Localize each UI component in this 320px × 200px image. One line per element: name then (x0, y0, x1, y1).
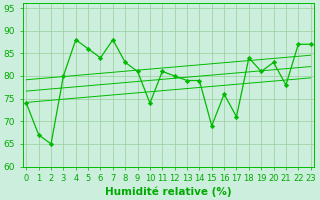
X-axis label: Humidité relative (%): Humidité relative (%) (105, 186, 232, 197)
